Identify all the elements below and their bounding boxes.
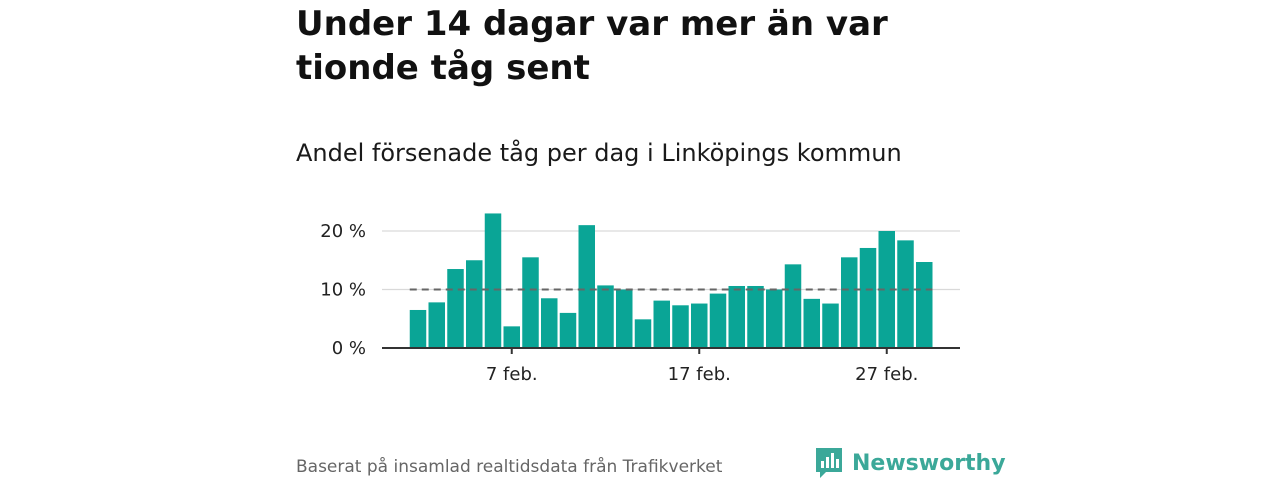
bar: [747, 285, 764, 348]
bar: [466, 260, 483, 348]
chart-headline: Under 14 dagar var mer än var tionde tåg…: [296, 4, 888, 88]
bar: [691, 303, 708, 348]
bar: [803, 298, 820, 348]
bar: [728, 285, 745, 348]
x-tick-label: 17 feb.: [668, 364, 731, 385]
bar: [484, 213, 502, 348]
bar: [541, 298, 558, 348]
bar: [766, 289, 783, 348]
newsworthy-logo-icon: [816, 448, 842, 478]
x-tick-label: 27 feb.: [855, 364, 918, 385]
brand-name: Newsworthy: [852, 450, 1006, 476]
source-note: Baserat på insamlad realtidsdata från Tr…: [296, 457, 723, 477]
bar: [784, 264, 802, 348]
bar: [616, 289, 633, 348]
bar: [878, 231, 895, 348]
x-tick-label: 7 feb.: [486, 364, 538, 385]
bar: [859, 247, 877, 348]
bar: [447, 269, 464, 348]
bar: [841, 257, 858, 348]
bar: [897, 240, 914, 348]
bar-chart: 0 % 10 % 20 % 7 feb. 17 feb. 27 feb.: [320, 213, 960, 385]
brand-logo[interactable]: Newsworthy: [814, 446, 1006, 480]
bar: [822, 303, 839, 348]
y-tick-label: 0 %: [332, 338, 366, 359]
bar: [428, 302, 445, 348]
axis-layer: 0 % 10 % 20 % 7 feb. 17 feb. 27 feb.: [320, 221, 960, 385]
y-tick-label: 20 %: [320, 221, 366, 242]
bar: [709, 293, 727, 348]
bar: [653, 300, 670, 348]
bar: [634, 319, 652, 348]
bar-layer: [409, 213, 933, 348]
chart-card: Under 14 dagar var mer än var tionde tåg…: [296, 0, 1006, 480]
chart-subtitle: Andel försenade tåg per dag i Linköpings…: [296, 139, 902, 167]
bar: [916, 262, 933, 348]
bar: [409, 309, 427, 348]
bar: [578, 225, 595, 348]
y-tick-label: 10 %: [320, 280, 366, 301]
bar: [597, 285, 614, 348]
bar: [503, 326, 520, 348]
bar: [559, 312, 577, 348]
bar: [522, 257, 539, 348]
bar: [672, 305, 689, 348]
